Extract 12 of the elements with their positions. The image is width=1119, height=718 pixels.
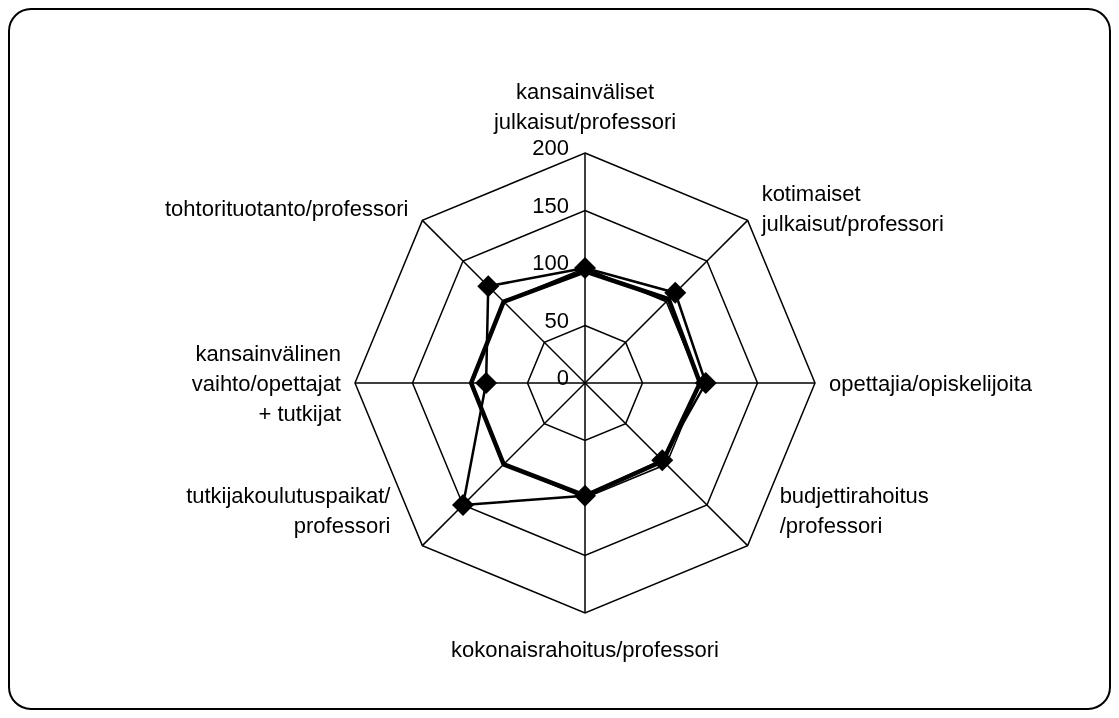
spoke-label: kokonaisrahoitus/professori [451, 637, 719, 662]
spoke-label: budjettirahoitus /professori [779, 482, 929, 538]
spoke-label: kotimaiset julkaisut/professori [760, 181, 944, 237]
spoke-label: kansainvälinen vaihto/opettajat + tutkijat [191, 341, 341, 426]
spoke-label: kansainväliset julkaisut/professori [492, 79, 677, 134]
y-tick-label: 150 [532, 192, 569, 218]
spoke-label: tohtorituotanto/professori [164, 196, 409, 222]
y-tick-label: 100 [532, 250, 569, 275]
spoke-label: opettajia/opiskelijoita [829, 371, 1033, 396]
y-tick-label: 200 [532, 135, 569, 160]
spoke-label: tutkijakoulutuspaikat/ professori [186, 482, 392, 538]
y-tick-label: 50 [544, 307, 569, 333]
